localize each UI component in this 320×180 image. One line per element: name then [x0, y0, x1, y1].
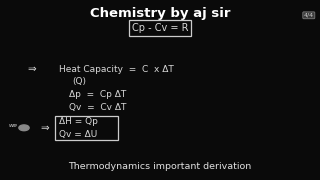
- Text: Cp - Cv = R: Cp - Cv = R: [132, 23, 188, 33]
- Text: ΔH = Qp: ΔH = Qp: [59, 117, 98, 126]
- Text: Δp  =  Cp ΔT: Δp = Cp ΔT: [69, 90, 126, 99]
- Text: Heat Capacity  =  C  x ΔT: Heat Capacity = C x ΔT: [59, 65, 174, 74]
- Text: (Q): (Q): [72, 77, 86, 86]
- Text: 4/4: 4/4: [304, 13, 314, 18]
- Text: we: we: [8, 123, 17, 128]
- Circle shape: [19, 125, 29, 131]
- Text: ⇒: ⇒: [27, 64, 36, 74]
- Text: Chemistry by aj sir: Chemistry by aj sir: [90, 7, 230, 20]
- FancyBboxPatch shape: [55, 116, 118, 140]
- Text: Thermodynamics important derivation: Thermodynamics important derivation: [68, 162, 252, 171]
- Text: Qv = ΔU: Qv = ΔU: [59, 130, 98, 139]
- Text: Qv  =  Cv ΔT: Qv = Cv ΔT: [69, 103, 126, 112]
- Text: ⇒: ⇒: [40, 123, 49, 133]
